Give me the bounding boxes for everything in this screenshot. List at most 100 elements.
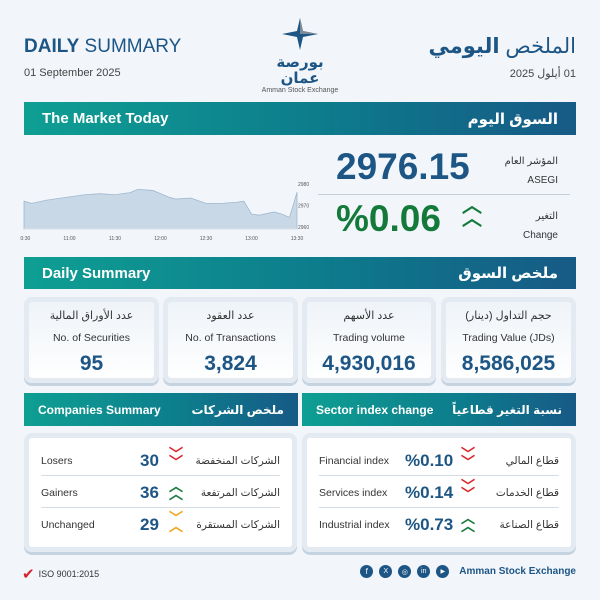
- row-label-ar: الشركات المرتفعة: [200, 486, 280, 499]
- row-value: 36: [140, 482, 159, 502]
- x-tick-label: 13:30: [291, 236, 304, 242]
- index-label-en: ASEGI: [527, 175, 558, 186]
- row-label-ar: الشركات المستقرة: [196, 519, 280, 531]
- market-today-title-ar: السوق اليوم: [467, 110, 558, 128]
- chevron-double-up-icon: ︿ ︿: [461, 510, 475, 534]
- date-en: 01 September 2025: [24, 67, 121, 79]
- title-rest: SUMMARY: [84, 36, 182, 57]
- title-bold: DAILY: [24, 36, 80, 57]
- x-tick-label: 12:00: [154, 236, 167, 242]
- card-transactions: عدد العقود No. of Transactions 3,824: [163, 297, 298, 383]
- row-value: %0.14: [405, 482, 454, 502]
- row-label-en: Gainers: [41, 486, 78, 499]
- daily-summary-title-ar: ملخص السوق: [458, 265, 558, 282]
- card-label-en: Trading Value (JDs): [462, 332, 555, 344]
- chevron-double-down-icon: ﹀ ﹀: [461, 446, 475, 470]
- index-value: 2976.15: [336, 146, 470, 187]
- change-label-en: Change: [522, 230, 558, 241]
- card-label-ar: عدد الأسهم: [343, 310, 395, 322]
- card-label-ar: عدد الأوراق المالية: [49, 310, 134, 322]
- logo-star-icon: [282, 18, 318, 50]
- title-ar-bold: اليومي: [428, 35, 500, 58]
- card-label-en: No. of Transactions: [185, 332, 276, 344]
- footer-org[interactable]: Amman Stock Exchange: [459, 566, 576, 577]
- y-tick-label: 2970: [298, 204, 309, 210]
- facebook-icon[interactable]: f: [360, 565, 374, 578]
- card-value: 8,586,025: [461, 352, 556, 375]
- list-item: Gainers 36 ︿ ︿ الشركات المرتفعة: [41, 478, 280, 508]
- card-label-ar: حجم التداول (دينار): [465, 310, 552, 322]
- list-item: Financial index %0.10 ﹀ ﹀ قطاع المالي: [319, 446, 559, 476]
- chevron-double-down-icon: ﹀ ﹀: [461, 478, 475, 502]
- daily-summary-title-en: Daily Summary: [42, 264, 151, 282]
- index-chart: 10:30 11:00 11:30 12:00 12:30 13:00 13:30 2960 2…: [20, 182, 309, 242]
- row-value: 29: [140, 515, 159, 534]
- row-value: %0.73: [405, 515, 454, 534]
- market-today-banner: The Market Today السوق اليوم: [24, 102, 576, 135]
- footer-social: f X ◎ in ▶ Amman Stock Exchange: [360, 565, 576, 578]
- market-today-title-en: The Market Today: [42, 110, 169, 127]
- title-ar: الملخص اليومي: [428, 34, 576, 59]
- chevron-double-up-icon: ︿ ︿: [462, 195, 482, 230]
- row-value: 30: [140, 450, 159, 470]
- change-value: %0.06: [336, 198, 441, 239]
- chart-area: [23, 188, 298, 230]
- index-label-ar: المؤشر العام: [504, 156, 558, 167]
- chevron-double-up-icon: ︿ ︿: [169, 478, 183, 502]
- linkedin-icon[interactable]: in: [417, 565, 431, 578]
- sectors-title-en: Sector index change: [316, 402, 434, 417]
- chevron-double-down-icon: ﹀ ﹀: [169, 446, 183, 470]
- index-label: المؤشر العام ASEGI: [505, 152, 558, 190]
- check-icon: ✔: [22, 566, 35, 583]
- logo-en: Amman Stock Exchange: [261, 87, 339, 94]
- companies-panel: Losers 30 ﹀ ﹀ الشركات المنخفضة Gainers 36 …: [24, 433, 297, 552]
- y-tick-label: 2980: [298, 182, 309, 188]
- companies-header: Companies Summary ملخص الشركات: [24, 393, 298, 426]
- list-item: Industrial index %0.73 ︿ ︿ قطاع الصناعة: [319, 510, 559, 540]
- x-icon[interactable]: X: [379, 565, 393, 578]
- date-ar: 01 أيلول 2025: [509, 68, 576, 80]
- sectors-header: Sector index change نسبة التغير قطاعياً: [302, 393, 576, 426]
- row-label-ar: قطاع المالي: [505, 454, 559, 467]
- row-label-ar: قطاع الصناعة: [499, 519, 560, 531]
- sectors-panel: Financial index %0.10 ﹀ ﹀ قطاع المالي Serv…: [302, 433, 576, 552]
- card-label-ar: عدد العقود: [206, 310, 255, 322]
- card-volume: عدد الأسهم Trading volume 4,930,016: [302, 297, 436, 383]
- list-item: Losers 30 ﹀ ﹀ الشركات المنخفضة: [41, 446, 280, 476]
- logo: بورصة عمان Amman Stock Exchange: [255, 18, 345, 94]
- row-label-en: Financial index: [319, 454, 390, 467]
- title-en: DAILY SUMMARY: [24, 36, 181, 58]
- x-tick-label: 11:00: [63, 236, 75, 242]
- row-value: %0.10: [405, 450, 454, 470]
- card-label-en: No. of Securities: [52, 332, 131, 344]
- card-label-en: Trading volume: [333, 332, 405, 344]
- card-value-jds: حجم التداول (دينار) Trading Value (JDs) 8,…: [441, 297, 576, 383]
- row-label-en: Unchanged: [41, 519, 95, 531]
- card-value: 95: [79, 352, 104, 375]
- y-tick-label: 2960: [298, 225, 309, 231]
- divider: [318, 194, 570, 195]
- row-label-ar: الشركات المنخفضة: [195, 454, 280, 467]
- title-ar-light: الملخص: [505, 35, 576, 58]
- unchanged-icon: ﹀ ︿: [169, 510, 183, 534]
- card-securities: عدد الأوراق المالية No. of Securities 95: [24, 297, 159, 383]
- instagram-icon[interactable]: ◎: [398, 565, 412, 578]
- youtube-icon[interactable]: ▶: [436, 565, 450, 578]
- row-label-en: Services index: [319, 486, 388, 499]
- x-tick-label: 10:30: [20, 236, 30, 242]
- daily-summary-banner: Daily Summary ملخص السوق: [24, 257, 576, 289]
- companies-title-ar: ملخص الشركات: [191, 402, 284, 417]
- iso-badge: ✔ ISO 9001:2015: [22, 565, 99, 583]
- card-value: 4,930,016: [322, 352, 416, 375]
- row-label-ar: قطاع الخدمات: [495, 486, 559, 499]
- row-label-en: Industrial index: [319, 519, 390, 531]
- iso-text: ISO 9001:2015: [38, 569, 100, 579]
- change-label-ar: التغير: [535, 211, 558, 222]
- row-label-en: Losers: [41, 454, 73, 467]
- logo-ar: بورصة عمان: [276, 54, 324, 87]
- list-item: Services index %0.14 ﹀ ﹀ قطاع الخدمات: [319, 478, 559, 508]
- x-tick-label: 12:30: [200, 236, 213, 242]
- x-tick-label: 11:30: [109, 236, 121, 242]
- companies-title-en: Companies Summary: [38, 402, 161, 417]
- change-label: التغير Change: [523, 207, 558, 245]
